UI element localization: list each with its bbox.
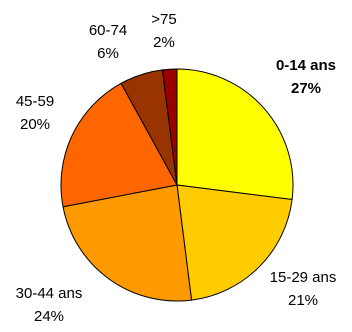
slice-percent-label: 20% (20, 116, 50, 133)
slice-label: 15-29 ans (270, 269, 337, 286)
slice-label: 60-74 (89, 22, 127, 39)
pie-slice (161, 68, 178, 186)
slice-label: 45-59 (16, 93, 54, 110)
pie-slices (60, 68, 294, 302)
slice-percent-label: 27% (291, 80, 321, 97)
slice-label: 30-44 ans (16, 285, 83, 302)
slice-percent-label: 6% (97, 45, 119, 62)
slice-percent-label: 2% (153, 34, 175, 51)
slice-label: >75 (151, 11, 176, 28)
pie-slice (62, 184, 193, 302)
pie-labels: 0-14 ans 27% 15-29 ans 21% 30-44 ans 24% 45-59… (16, 11, 337, 325)
slice-label: 0-14 ans (276, 57, 336, 74)
pie-slice (176, 68, 294, 201)
pie-slice (176, 184, 293, 301)
slice-percent-label: 21% (288, 292, 318, 309)
pie-slice (60, 82, 178, 208)
slice-percent-label: 24% (34, 308, 64, 325)
